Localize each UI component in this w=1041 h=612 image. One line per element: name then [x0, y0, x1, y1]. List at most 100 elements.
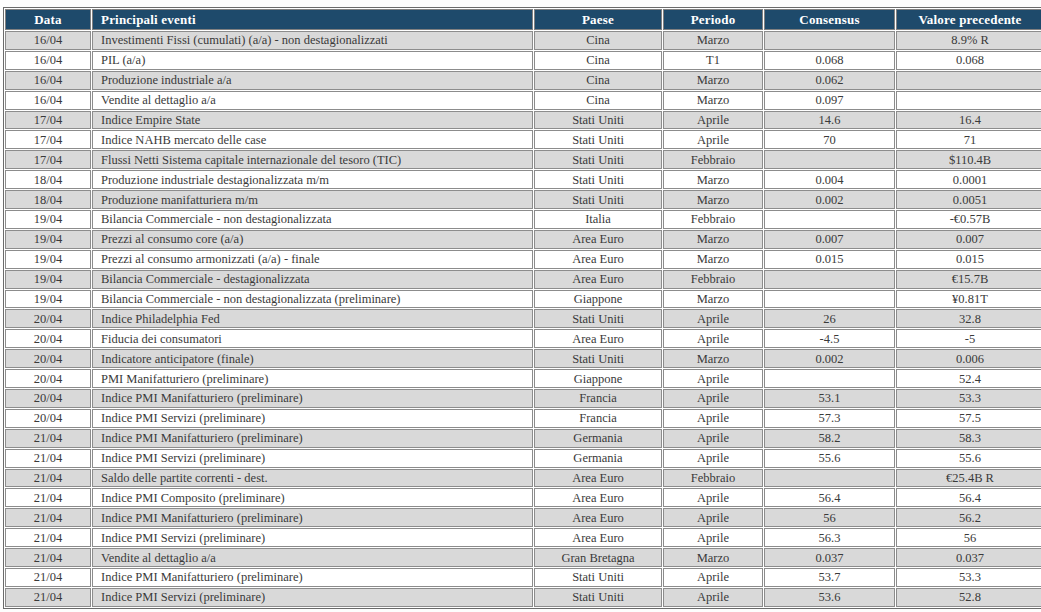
table-cell-data: 17/04 — [5, 150, 91, 169]
table-cell-periodo: Marzo — [663, 190, 763, 209]
table-cell-valore: 56.2 — [896, 508, 1041, 527]
table-cell-consensus — [764, 369, 895, 388]
table-cell-paese: Stati Uniti — [534, 190, 662, 209]
table-cell-data: 20/04 — [5, 369, 91, 388]
table-cell-data: 21/04 — [5, 548, 91, 567]
table-cell-consensus: 53.6 — [764, 588, 895, 607]
table-row: 19/04Bilancia Commerciale - non destagio… — [5, 210, 1041, 229]
table-cell-periodo: Marzo — [663, 290, 763, 309]
table-cell-paese: Area Euro — [534, 488, 662, 507]
table-row: 21/04Indice PMI Manifatturiero (prelimin… — [5, 429, 1041, 448]
table-cell-paese: Francia — [534, 409, 662, 428]
table-cell-consensus — [764, 31, 895, 50]
table-cell-periodo: Aprile — [663, 449, 763, 468]
table-cell-data: 17/04 — [5, 111, 91, 130]
table-cell-data: 20/04 — [5, 309, 91, 328]
table-cell-valore: ¥0.81T — [896, 290, 1041, 309]
header-row: DataPrincipali eventiPaesePeriodoConsens… — [5, 9, 1041, 30]
table-cell-eventi: Indice Philadelphia Fed — [92, 309, 533, 328]
table-cell-data: 17/04 — [5, 130, 91, 149]
table-cell-periodo: Febbraio — [663, 270, 763, 289]
table-cell-paese: Stati Uniti — [534, 170, 662, 189]
table-cell-consensus — [764, 469, 895, 488]
table-cell-data: 19/04 — [5, 270, 91, 289]
table-cell-valore: 58.3 — [896, 429, 1041, 448]
table-cell-periodo: Aprile — [663, 508, 763, 527]
table-row: 16/04Vendite al dettaglio a/aCinaMarzo0.… — [5, 91, 1041, 110]
table-cell-paese: Cina — [534, 31, 662, 50]
table-row: 20/04Indice PMI Manifatturiero (prelimin… — [5, 389, 1041, 408]
table-cell-valore: $110.4B — [896, 150, 1041, 169]
table-cell-valore: 0.068 — [896, 51, 1041, 70]
table-cell-paese: Area Euro — [534, 230, 662, 249]
table-row: 19/04Prezzi al consumo armonizzati (a/a)… — [5, 250, 1041, 269]
table-cell-data: 20/04 — [5, 349, 91, 368]
column-header-paese: Paese — [534, 9, 662, 30]
table-cell-valore: 0.015 — [896, 250, 1041, 269]
table-cell-eventi: Indice PMI Manifatturiero (preliminare) — [92, 508, 533, 527]
table-cell-valore: 0.0001 — [896, 170, 1041, 189]
table-row: 21/04Indice PMI Servizi (preliminare)Ger… — [5, 449, 1041, 468]
table-row: 20/04Indice Philadelphia FedStati UnitiA… — [5, 309, 1041, 328]
table-cell-consensus — [764, 150, 895, 169]
table-cell-consensus: 0.015 — [764, 250, 895, 269]
table-cell-eventi: PIL (a/a) — [92, 51, 533, 70]
table-cell-eventi: Bilancia Commerciale - destagionalizzata — [92, 270, 533, 289]
table-cell-eventi: Produzione manifatturiera m/m — [92, 190, 533, 209]
table-cell-periodo: Febbraio — [663, 150, 763, 169]
table-cell-eventi: Investimenti Fissi (cumulati) (a/a) - no… — [92, 31, 533, 50]
table-cell-consensus: 0.007 — [764, 230, 895, 249]
table-cell-paese: Germania — [534, 429, 662, 448]
economic-calendar-table: DataPrincipali eventiPaesePeriodoConsens… — [3, 7, 1041, 609]
table-cell-consensus: 0.004 — [764, 170, 895, 189]
table-cell-data: 21/04 — [5, 528, 91, 547]
table-cell-periodo: Aprile — [663, 409, 763, 428]
table-cell-periodo: Aprile — [663, 369, 763, 388]
table-row: 21/04Indice PMI Manifatturiero (prelimin… — [5, 508, 1041, 527]
table-cell-valore — [896, 91, 1041, 110]
table-cell-paese: Stati Uniti — [534, 309, 662, 328]
table-cell-eventi: PMI Manifatturiero (preliminare) — [92, 369, 533, 388]
table-cell-consensus: 0.068 — [764, 51, 895, 70]
table-cell-eventi: Saldo delle partite correnti - dest. — [92, 469, 533, 488]
table-row: 16/04PIL (a/a)CinaT10.0680.068 — [5, 51, 1041, 70]
table-cell-valore: 16.4 — [896, 111, 1041, 130]
table-cell-data: 21/04 — [5, 568, 91, 587]
table-cell-data: 21/04 — [5, 508, 91, 527]
table-row: 21/04Vendite al dettaglio a/aGran Bretag… — [5, 548, 1041, 567]
table-cell-data: 16/04 — [5, 91, 91, 110]
table-cell-eventi: Fiducia dei consumatori — [92, 329, 533, 348]
table-cell-eventi: Indice Empire State — [92, 111, 533, 130]
column-header-periodo: Periodo — [663, 9, 763, 30]
table-cell-periodo: Marzo — [663, 170, 763, 189]
column-header-consensus: Consensus — [764, 9, 895, 30]
table-cell-eventi: Vendite al dettaglio a/a — [92, 91, 533, 110]
table-cell-paese: Area Euro — [534, 528, 662, 547]
table-cell-consensus: 0.002 — [764, 349, 895, 368]
table-cell-data: 16/04 — [5, 51, 91, 70]
table-cell-consensus: -4.5 — [764, 329, 895, 348]
table-cell-eventi: Indice PMI Manifatturiero (preliminare) — [92, 429, 533, 448]
table-cell-eventi: Indice PMI Manifatturiero (preliminare) — [92, 389, 533, 408]
table-cell-paese: Area Euro — [534, 270, 662, 289]
table-cell-eventi: Flussi Netti Sistema capitale internazio… — [92, 150, 533, 169]
table-cell-valore: 52.4 — [896, 369, 1041, 388]
table-cell-valore: 55.6 — [896, 449, 1041, 468]
table-cell-data: 21/04 — [5, 449, 91, 468]
column-header-valore: Valore precedente — [896, 9, 1041, 30]
table-cell-periodo: Febbraio — [663, 469, 763, 488]
table-cell-valore — [896, 71, 1041, 90]
table-cell-eventi: Produzione industriale destagionalizzata… — [92, 170, 533, 189]
table-cell-consensus: 0.062 — [764, 71, 895, 90]
table-cell-data: 21/04 — [5, 429, 91, 448]
table-cell-paese: Stati Uniti — [534, 130, 662, 149]
table-cell-paese: Cina — [534, 51, 662, 70]
table-cell-eventi: Indice PMI Manifatturiero (preliminare) — [92, 568, 533, 587]
table-cell-consensus: 70 — [764, 130, 895, 149]
table-row: 20/04PMI Manifatturiero (preliminare)Gia… — [5, 369, 1041, 388]
table-cell-periodo: Aprile — [663, 329, 763, 348]
table-cell-valore: €15.7B — [896, 270, 1041, 289]
column-header-eventi: Principali eventi — [92, 9, 533, 30]
table-cell-paese: Area Euro — [534, 329, 662, 348]
table-body: 16/04Investimenti Fissi (cumulati) (a/a)… — [5, 31, 1041, 607]
